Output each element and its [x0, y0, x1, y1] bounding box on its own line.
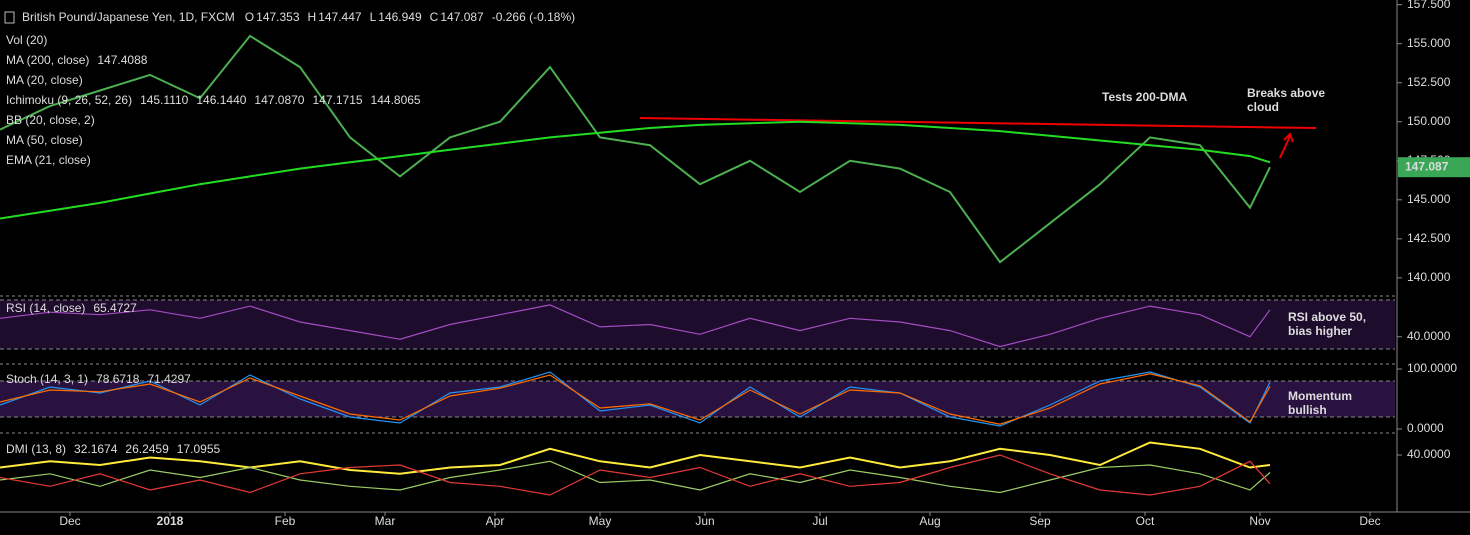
y-tick-label: 140.000 — [1407, 270, 1451, 284]
indicator-label: Vol (20) — [6, 33, 47, 47]
price-badge — [1398, 157, 1470, 178]
panel-legend: RSI (14, close) — [6, 301, 85, 315]
panel-legend: Stoch (14, 3, 1) — [6, 372, 88, 386]
x-tick-label: Nov — [1249, 514, 1270, 528]
y-tick-label: 155.000 — [1407, 36, 1451, 50]
y-tick-label: 100.0000 — [1407, 361, 1457, 375]
panel-legend: DMI (13, 8) — [6, 442, 66, 456]
series-line — [0, 441, 1271, 475]
ohlc-value: 147.353 — [256, 10, 300, 24]
x-tick-label: Oct — [1136, 514, 1155, 528]
ohlc-label: C — [430, 10, 439, 24]
series-line — [0, 454, 1271, 496]
x-tick-label: Aug — [919, 514, 940, 528]
price-badge-label: 147.087 — [1405, 159, 1449, 173]
indicator-label: Ichimoku (9, 26, 52, 26) — [6, 93, 132, 107]
indicator-label: EMA (21, close) — [6, 153, 91, 167]
indicator-label: MA (200, close) — [6, 53, 89, 67]
ohlc-label: H — [308, 10, 317, 24]
x-tick-label: May — [589, 514, 612, 528]
ohlc-label: L — [370, 10, 377, 24]
indicator-label: MA (50, close) — [6, 133, 83, 147]
x-tick-label: Jul — [812, 514, 827, 528]
ohlc-value: 147.447 — [318, 10, 362, 24]
y-tick-label: 142.500 — [1407, 231, 1451, 245]
annotation: cloud — [1247, 100, 1279, 114]
series-line — [0, 371, 1271, 427]
ohlc-label: O — [245, 10, 254, 24]
indicator-value: 147.1715 — [312, 93, 362, 107]
legend-value: 71.4297 — [147, 372, 191, 386]
indicator-value: 144.8065 — [371, 93, 421, 107]
x-tick-label: Dec — [59, 514, 80, 528]
legend-value: 78.6718 — [96, 372, 140, 386]
trend-line — [639, 117, 1317, 129]
x-tick-label: Feb — [275, 514, 296, 528]
y-tick-label: 145.000 — [1407, 192, 1451, 206]
legend-value: 32.1674 — [74, 442, 118, 456]
x-tick-label: Dec — [1359, 514, 1380, 528]
series-line — [0, 120, 1271, 220]
annotation: Tests 200-DMA — [1102, 90, 1187, 104]
chart-title: British Pound/Japanese Yen, 1D, FXCM — [22, 10, 235, 24]
indicator-value: 145.1110 — [140, 93, 189, 107]
change: -0.266 (-0.18%) — [492, 10, 575, 24]
indicator-label: MA (20, close) — [6, 73, 83, 87]
collapse-icon[interactable] — [4, 11, 15, 24]
x-tick-label: Sep — [1029, 514, 1051, 528]
band — [0, 299, 1395, 350]
annotation: Breaks above — [1247, 86, 1325, 100]
series-line — [0, 34, 1271, 264]
y-tick-label: 157.500 — [1407, 0, 1451, 11]
legend-value: 65.4727 — [93, 301, 137, 315]
indicator-value: 147.0870 — [254, 93, 304, 107]
y-tick-label: 40.0000 — [1407, 447, 1451, 461]
legend-value: 17.0955 — [177, 442, 221, 456]
series-line — [0, 460, 1271, 494]
annotation: bias higher — [1288, 324, 1352, 338]
arrow — [1279, 132, 1294, 159]
x-tick-label: 2018 — [157, 514, 184, 528]
x-tick-label: Mar — [375, 514, 396, 528]
annotation: RSI above 50, — [1288, 310, 1366, 324]
x-tick-label: Jun — [695, 514, 714, 528]
series-line — [0, 304, 1271, 348]
y-tick-label: 152.500 — [1407, 75, 1451, 89]
legend-value: 26.2459 — [125, 442, 169, 456]
ohlc-value: 146.949 — [378, 10, 422, 24]
y-tick-label: 0.0000 — [1407, 421, 1444, 435]
x-tick-label: Apr — [486, 514, 505, 528]
y-tick-label: 150.000 — [1407, 114, 1451, 128]
annotation: Momentum — [1288, 389, 1352, 403]
y-tick-label: 40.0000 — [1407, 329, 1451, 343]
indicator-value: 146.1440 — [196, 93, 246, 107]
series-line — [0, 373, 1271, 425]
indicator-label: BB (20, close, 2) — [6, 113, 95, 127]
indicator-value: 147.4088 — [97, 53, 147, 67]
annotation: bullish — [1288, 403, 1327, 417]
ohlc-value: 147.087 — [440, 10, 484, 24]
